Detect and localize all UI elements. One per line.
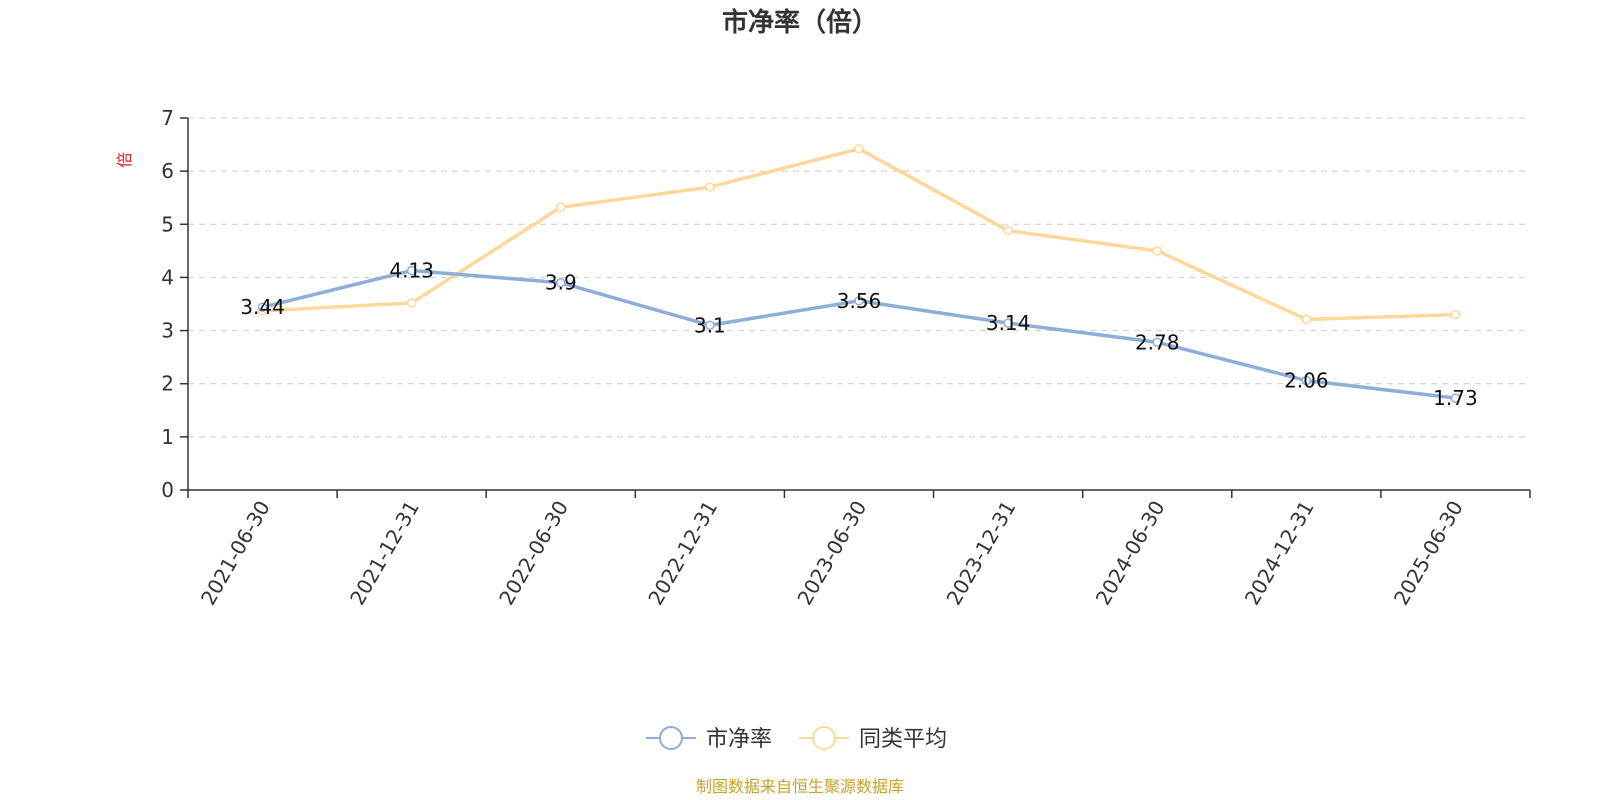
y-tick-label: 2 — [161, 372, 174, 396]
data-label: 3.14 — [986, 311, 1031, 335]
legend-swatch-marker — [659, 726, 683, 750]
legend-label: 同类平均 — [859, 727, 947, 752]
data-point[interactable] — [705, 320, 715, 331]
x-tick-label: 2023-12-31 — [942, 497, 1021, 610]
grid-lines — [188, 117, 1530, 438]
data-point[interactable] — [1152, 337, 1162, 348]
source-note: 制图数据来自恒生聚源数据库 — [696, 777, 904, 796]
y-tick-label: 7 — [161, 106, 174, 130]
data-point[interactable] — [705, 182, 715, 192]
data-label: 2.78 — [1135, 330, 1180, 354]
data-point[interactable] — [1152, 246, 1162, 256]
x-tick-label: 2025-06-30 — [1389, 497, 1468, 610]
data-point[interactable] — [1301, 375, 1312, 386]
legend-item[interactable]: 同类平均 — [799, 726, 947, 752]
data-label: 3.1 — [694, 313, 726, 337]
data-point[interactable] — [406, 265, 417, 276]
y-tick-label: 0 — [161, 478, 174, 502]
data-point[interactable] — [1450, 309, 1461, 320]
legend-label: 市净率 — [706, 727, 772, 752]
data-point[interactable] — [556, 202, 566, 213]
data-point[interactable] — [406, 298, 417, 308]
x-ticks: 2021-06-30 2021-12-31 2022-06-30 2022-12-31… — [187, 490, 1531, 610]
y-tick-label: 1 — [161, 425, 174, 449]
data-label: 3.9 — [545, 271, 577, 295]
data-point[interactable] — [257, 302, 268, 312]
x-tick-label: 2024-12-31 — [1240, 497, 1319, 610]
x-tick-label: 2022-06-30 — [494, 497, 573, 610]
data-label: 3.44 — [240, 295, 285, 319]
x-tick-label: 2023-06-30 — [792, 497, 871, 610]
data-label: 2.06 — [1284, 369, 1329, 393]
data-point[interactable] — [1301, 314, 1312, 325]
data-label: 1.73 — [1433, 386, 1478, 410]
chart-title: 市净率（倍） — [722, 7, 878, 38]
series-0 — [257, 265, 1461, 403]
x-tick-label: 2024-06-30 — [1091, 497, 1170, 610]
legend: 市净率 同类平均 — [646, 726, 947, 752]
axes — [187, 118, 1530, 491]
x-tick-label: 2021-12-31 — [345, 496, 424, 609]
y-tick-label: 5 — [161, 212, 174, 236]
y-tick-label: 4 — [161, 265, 174, 289]
x-tick-label: 2021-06-30 — [196, 497, 275, 610]
legend-swatch-marker — [812, 726, 836, 750]
x-tick-label: 2022-12-31 — [643, 497, 722, 610]
data-point[interactable] — [1450, 393, 1461, 403]
data-labels: 3.44 4.13 3.9 3.1 3.56 3.14 2.78 2.06 1.73 — [240, 259, 1477, 411]
legend-item[interactable]: 市净率 — [646, 726, 772, 752]
series — [257, 144, 1461, 403]
data-point[interactable] — [854, 296, 864, 306]
data-point[interactable] — [1003, 318, 1013, 328]
y-tick-label: 3 — [161, 319, 174, 343]
data-point[interactable] — [556, 277, 566, 288]
y-tick-label: 6 — [161, 159, 174, 183]
data-label: 3.56 — [837, 289, 882, 313]
data-point[interactable] — [1003, 225, 1013, 236]
data-label: 4.13 — [389, 259, 434, 283]
series-1 — [257, 144, 1461, 325]
y-axis-unit-label: 倍 — [115, 152, 134, 168]
data-point[interactable] — [854, 144, 864, 154]
y-ticks: 0 1 2 3 4 5 6 7 — [161, 106, 188, 502]
